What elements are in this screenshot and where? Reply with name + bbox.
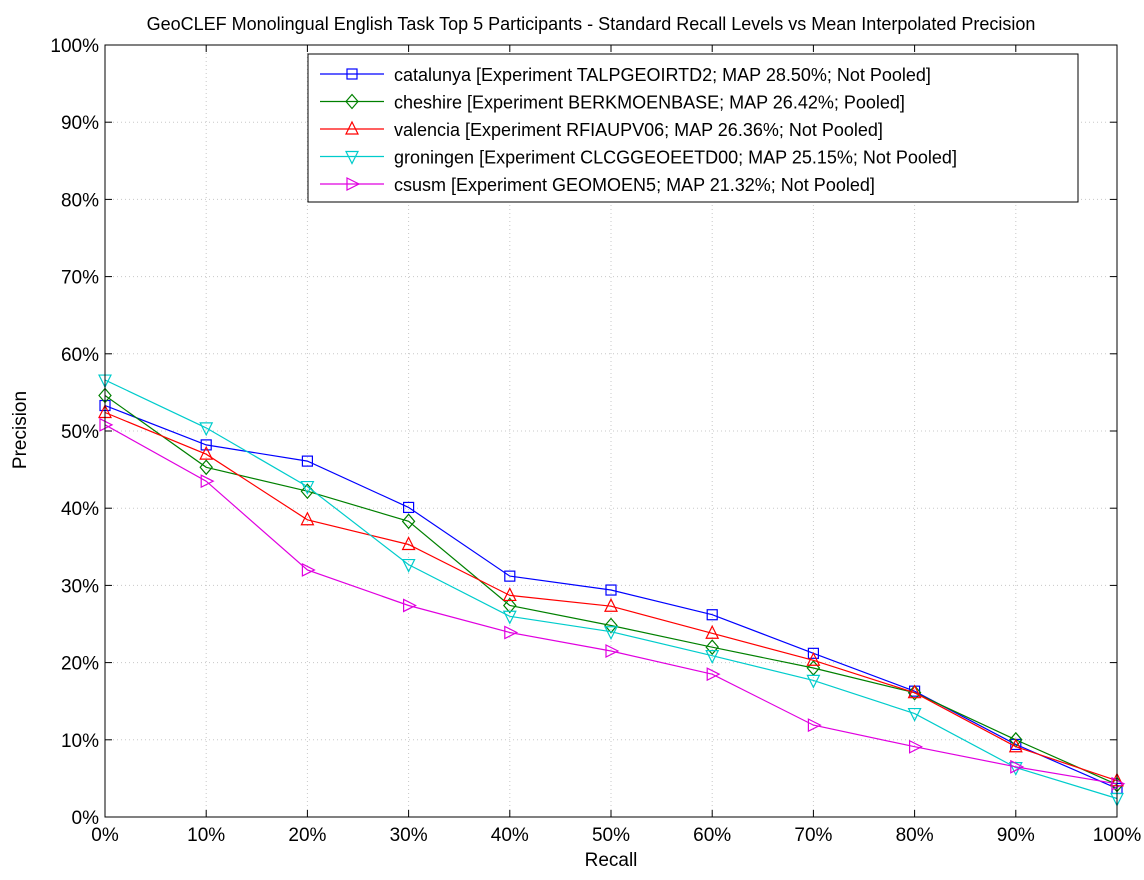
data-point xyxy=(605,584,617,596)
x-tick-label: 80% xyxy=(896,825,934,846)
legend-marker xyxy=(346,68,358,80)
x-tick-label: 10% xyxy=(187,825,225,846)
y-tick-label: 70% xyxy=(61,268,99,289)
y-tick-label: 90% xyxy=(61,113,99,134)
data-point xyxy=(907,684,922,701)
data-point xyxy=(99,417,114,432)
y-axis-label: Precision xyxy=(10,391,31,469)
y-tick-label: 40% xyxy=(61,499,99,520)
legend-label: catalunya [Experiment TALPGEOIRTD2; MAP … xyxy=(394,65,931,85)
data-point xyxy=(502,587,517,602)
series-line xyxy=(104,379,1118,800)
data-point xyxy=(301,562,316,577)
x-axis-label: Recall xyxy=(585,850,638,871)
legend-entry: cheshire [Experiment BERKMOENBASE; MAP 2… xyxy=(320,93,905,113)
data-point xyxy=(806,674,821,689)
series-5 xyxy=(99,417,1126,791)
data-point xyxy=(705,639,719,656)
data-point xyxy=(908,739,923,754)
legend-marker xyxy=(345,93,359,110)
data-point xyxy=(300,483,315,500)
data-point xyxy=(503,597,517,614)
x-tick-label: 0% xyxy=(91,825,119,846)
data-point xyxy=(1008,738,1023,753)
x-tick-label: 90% xyxy=(997,825,1035,846)
data-point xyxy=(705,650,720,664)
series-line xyxy=(104,395,1118,786)
series-1 xyxy=(99,399,1123,795)
legend-entry: groningen [Experiment CLCGGEOEETD00; MAP… xyxy=(320,148,957,168)
data-point xyxy=(502,610,517,625)
x-tick-label: 40% xyxy=(491,825,529,846)
data-point xyxy=(604,626,618,641)
data-point xyxy=(706,667,721,682)
data-point xyxy=(300,480,315,495)
data-point xyxy=(504,570,516,582)
data-point xyxy=(403,501,415,514)
data-point xyxy=(907,684,922,699)
data-point xyxy=(401,536,416,551)
data-point xyxy=(504,625,519,640)
legend-entry: csusm [Experiment GEOMOEN5; MAP 21.32%; … xyxy=(320,175,875,195)
data-point xyxy=(401,513,416,530)
data-point xyxy=(300,511,315,526)
legend-entry: valencia [Experiment RFIAUPV06; MAP 26.3… xyxy=(320,120,883,140)
legend: catalunya [Experiment TALPGEOIRTD2; MAP … xyxy=(307,53,1079,203)
data-point xyxy=(604,597,618,612)
legend-marker xyxy=(345,150,359,165)
data-point xyxy=(807,718,822,733)
series-line xyxy=(104,404,1118,789)
ticks: 0% 10% 20% 30% 40% 50% 60% 70% 80% 90% 100% 0% 10% 20… xyxy=(50,36,1141,846)
legend-entry: catalunya [Experiment TALPGEOIRTD2; MAP … xyxy=(320,65,931,85)
y-tick-label: 100% xyxy=(50,36,99,57)
y-tick-label: 60% xyxy=(61,345,99,366)
data-point xyxy=(199,422,214,437)
data-point xyxy=(1010,759,1025,774)
data-point xyxy=(403,598,417,613)
legend-box xyxy=(307,53,1079,203)
x-tick-label: 30% xyxy=(390,825,428,846)
x-tick-label: 60% xyxy=(693,825,731,846)
series-layer xyxy=(98,374,1126,807)
legend-marker xyxy=(345,120,359,135)
data-point xyxy=(199,459,213,476)
y-tick-label: 20% xyxy=(61,654,99,675)
data-point xyxy=(706,609,718,621)
y-tick-label: 50% xyxy=(61,422,99,443)
data-point xyxy=(605,644,620,658)
data-point xyxy=(806,651,821,666)
data-point xyxy=(200,474,215,489)
x-tick-label: 70% xyxy=(794,825,832,846)
series-line xyxy=(104,424,1118,785)
x-tick-label: 50% xyxy=(592,825,630,846)
data-point xyxy=(199,445,214,460)
y-tick-label: 0% xyxy=(72,808,100,829)
series-3 xyxy=(98,404,1124,787)
x-tick-label: 20% xyxy=(288,825,326,846)
y-tick-label: 30% xyxy=(61,576,99,597)
data-point xyxy=(807,647,820,659)
data-point xyxy=(301,455,313,467)
y-tick-label: 80% xyxy=(61,190,99,211)
x-tick-label: 100% xyxy=(1093,825,1142,846)
data-point xyxy=(705,624,720,639)
data-point xyxy=(401,558,416,573)
legend-label: groningen [Experiment CLCGGEOEETD00; MAP… xyxy=(394,148,957,168)
legend-label: csusm [Experiment GEOMOEN5; MAP 21.32%; … xyxy=(394,175,875,195)
legend-label: valencia [Experiment RFIAUPV06; MAP 26.3… xyxy=(394,120,883,140)
legend-label: cheshire [Experiment BERKMOENBASE; MAP 2… xyxy=(394,93,905,113)
data-point xyxy=(1111,776,1126,791)
data-point xyxy=(604,617,618,634)
legend-marker xyxy=(346,177,361,191)
data-point xyxy=(907,707,922,722)
series-line xyxy=(104,411,1118,782)
data-point xyxy=(200,439,212,451)
chart-title: GeoCLEF Monolingual English Task Top 5 P… xyxy=(147,14,1036,34)
y-tick-label: 10% xyxy=(61,731,99,752)
